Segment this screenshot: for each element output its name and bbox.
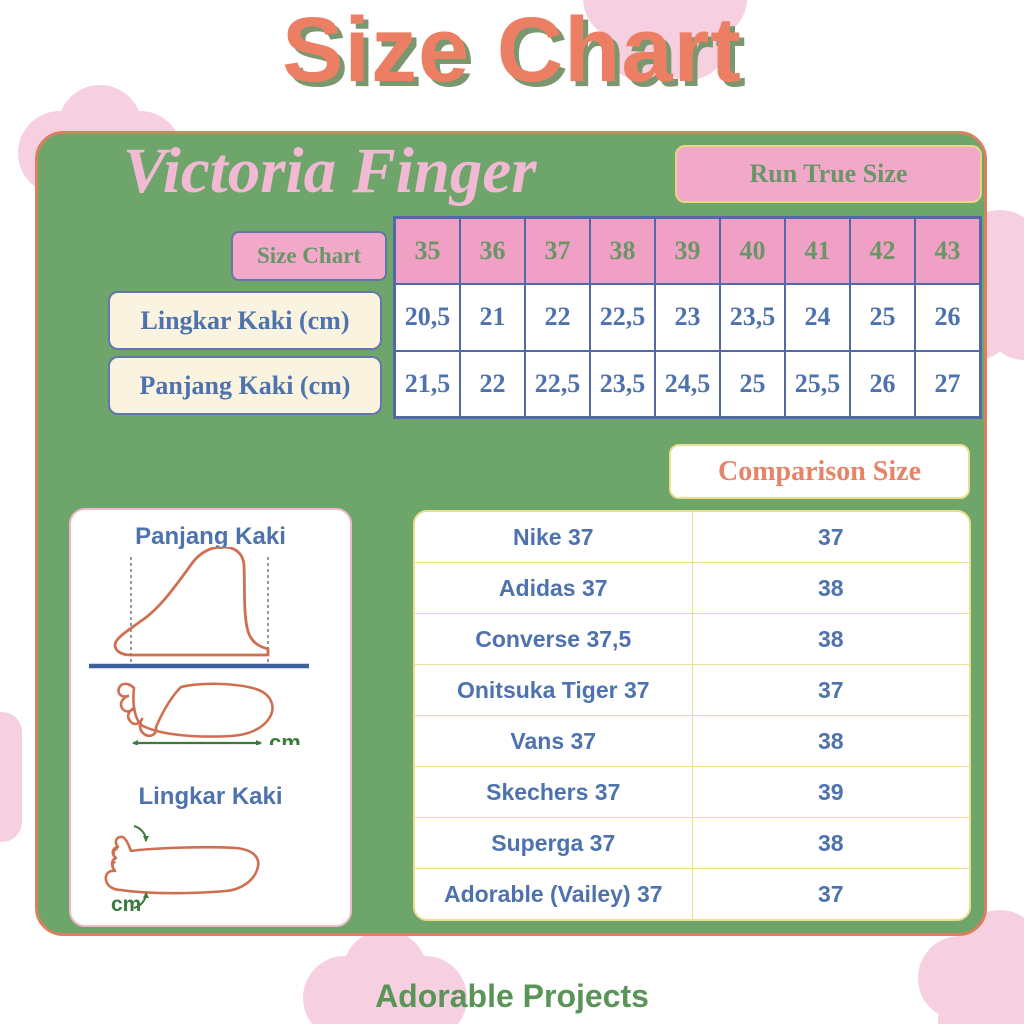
svg-text:cm: cm xyxy=(269,730,301,745)
svg-text:cm: cm xyxy=(111,893,141,915)
